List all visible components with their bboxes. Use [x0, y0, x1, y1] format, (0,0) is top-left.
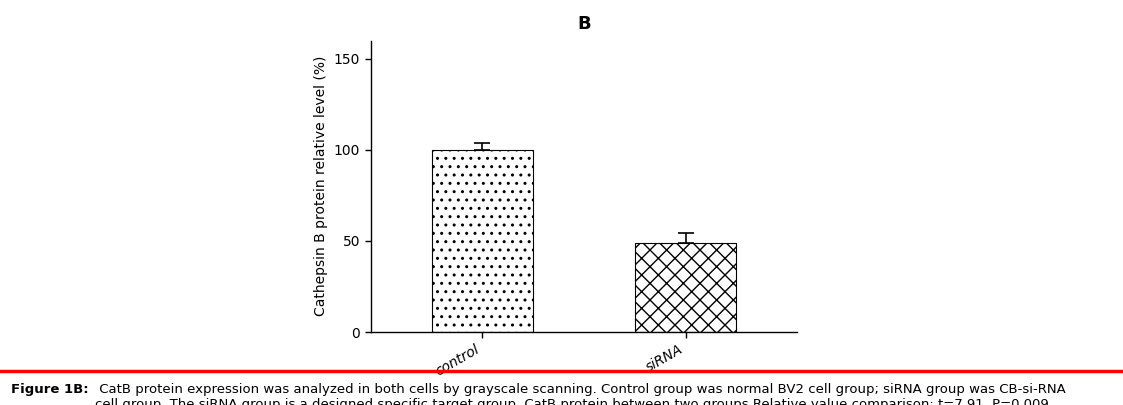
Title: B: B — [577, 15, 591, 33]
Text: Figure 1B:: Figure 1B: — [11, 383, 89, 396]
Bar — [634, 243, 737, 332]
Y-axis label: Cathepsin B protein relative level (%): Cathepsin B protein relative level (%) — [314, 56, 328, 316]
Text: CatB protein expression was analyzed in both cells by grayscale scanning. Contro: CatB protein expression was analyzed in … — [95, 383, 1066, 405]
Bar — [431, 150, 533, 332]
